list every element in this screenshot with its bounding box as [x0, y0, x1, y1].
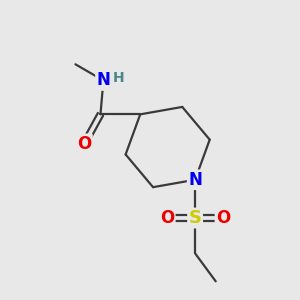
Text: O: O	[160, 209, 174, 227]
Text: H: H	[112, 70, 124, 85]
Text: S: S	[189, 209, 202, 227]
Text: O: O	[77, 135, 92, 153]
Text: N: N	[188, 171, 202, 189]
Text: O: O	[216, 209, 230, 227]
Text: N: N	[97, 71, 110, 89]
